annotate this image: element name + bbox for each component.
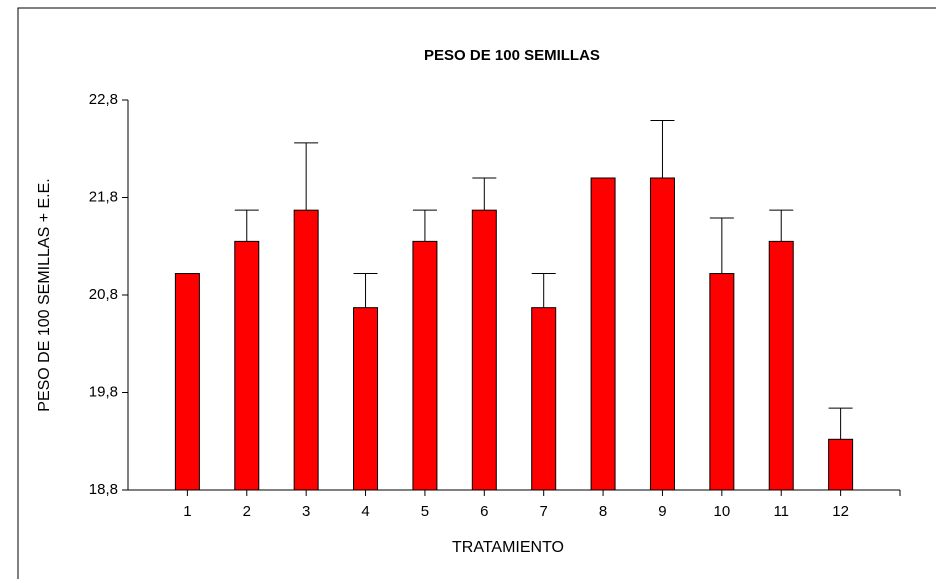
y-tick-label: 19,8 [89, 383, 118, 400]
bar [174, 273, 200, 491]
x-tick-label: 12 [832, 503, 849, 520]
bar [412, 240, 438, 491]
x-tick-label: 11 [773, 503, 789, 520]
y-tick-label: 20,8 [89, 286, 118, 303]
frame [17, 7, 936, 579]
y-tick-label: 21,8 [89, 188, 118, 205]
bar [531, 307, 557, 491]
bar [649, 177, 675, 491]
x-tick-label: 1 [183, 503, 191, 520]
bar [234, 240, 260, 491]
bar [293, 209, 319, 491]
y-tick-label: 22,8 [89, 91, 118, 108]
x-tick-label: 10 [714, 503, 731, 520]
x-tick-label: 9 [658, 503, 666, 520]
y-tick-label: 18,8 [89, 481, 118, 498]
bar [353, 307, 379, 491]
x-tick-label: 5 [421, 503, 429, 520]
bar [709, 273, 735, 491]
x-tick-label: 4 [361, 503, 369, 520]
bar [768, 240, 794, 491]
x-tick-label: 2 [243, 503, 251, 520]
bar [471, 209, 497, 491]
x-tick-label: 8 [599, 503, 607, 520]
x-axis-label: TRATAMIENTO [452, 539, 564, 556]
chart-title: PESO DE 100 SEMILLAS [424, 47, 600, 64]
x-tick-label: 7 [540, 503, 548, 520]
bar [590, 177, 616, 491]
y-axis-label: PESO DE 100 SEMILLAS + E.E. [36, 178, 53, 411]
bar [828, 438, 854, 491]
x-tick-label: 3 [302, 503, 310, 520]
x-tick-label: 6 [480, 503, 488, 520]
